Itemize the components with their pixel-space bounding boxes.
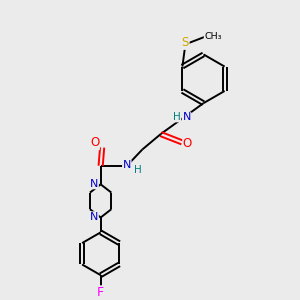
Text: N: N xyxy=(90,212,98,222)
Text: N: N xyxy=(123,160,131,170)
Text: N: N xyxy=(182,112,191,122)
Text: H: H xyxy=(134,165,142,175)
Text: N: N xyxy=(90,179,98,189)
Text: H: H xyxy=(173,112,181,122)
Text: O: O xyxy=(90,136,99,149)
Text: F: F xyxy=(97,286,104,299)
Text: S: S xyxy=(182,36,189,49)
Text: CH₃: CH₃ xyxy=(204,32,222,41)
Text: O: O xyxy=(183,137,192,150)
